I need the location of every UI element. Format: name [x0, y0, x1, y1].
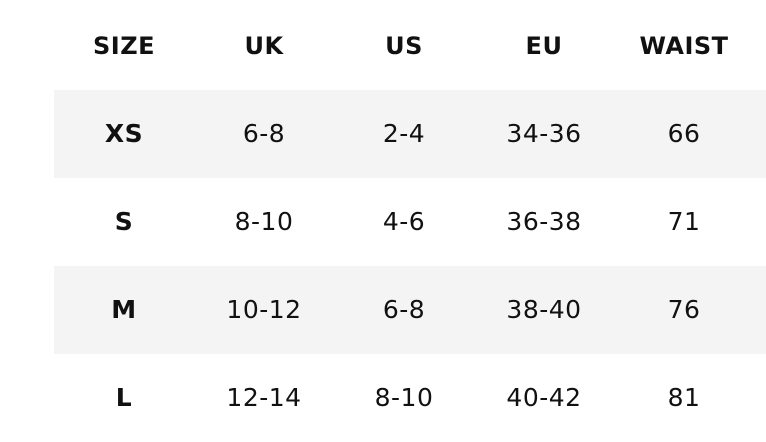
table-cell: 40-42 — [506, 383, 582, 412]
table-cell: 2-4 — [382, 119, 426, 148]
table-cell: 76 — [667, 295, 701, 324]
table-row: S 8-10 4-6 36-38 71 — [54, 178, 766, 266]
column-header: UK — [244, 32, 284, 60]
table-cell: 81 — [667, 383, 701, 412]
size-label: L — [115, 383, 133, 412]
table-cell: 8-10 — [234, 207, 294, 236]
column-header: US — [385, 32, 423, 60]
table-cell: 38-40 — [506, 295, 582, 324]
table-cell: 12-14 — [226, 383, 302, 412]
size-label: M — [111, 295, 137, 324]
column-header: WAIST — [639, 32, 729, 60]
table-cell: 66 — [667, 119, 701, 148]
table-cell: 6-8 — [382, 295, 426, 324]
table-cell: 8-10 — [374, 383, 434, 412]
column-header: EU — [525, 32, 563, 60]
size-label: XS — [104, 119, 144, 148]
header-row: SIZE UK US EU WAIST — [54, 2, 766, 90]
table-row: XS 6-8 2-4 34-36 66 — [54, 90, 766, 178]
table-cell: 6-8 — [242, 119, 286, 148]
table-cell: 36-38 — [506, 207, 582, 236]
table-cell: 10-12 — [226, 295, 302, 324]
table-cell: 71 — [667, 207, 701, 236]
size-label: S — [114, 207, 134, 236]
table-row: L 12-14 8-10 40-42 81 — [54, 354, 766, 442]
table-cell: 34-36 — [506, 119, 582, 148]
table-row: M 10-12 6-8 38-40 76 — [54, 266, 766, 354]
column-header: SIZE — [92, 32, 155, 60]
table-cell: 4-6 — [382, 207, 426, 236]
page: {"table": { "header": ["SIZE", "UK", "US… — [54, 2, 766, 412]
